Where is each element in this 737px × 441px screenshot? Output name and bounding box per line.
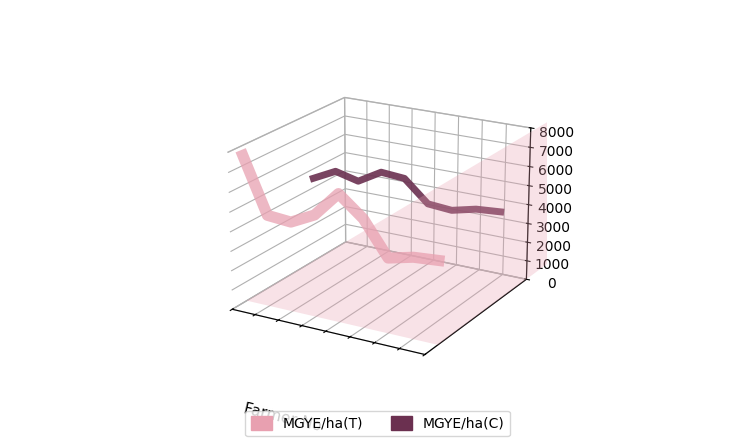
- Legend: MGYE/ha(T), MGYE/ha(C): MGYE/ha(T), MGYE/ha(C): [245, 411, 510, 437]
- X-axis label: Farmer No: Farmer No: [242, 402, 323, 434]
